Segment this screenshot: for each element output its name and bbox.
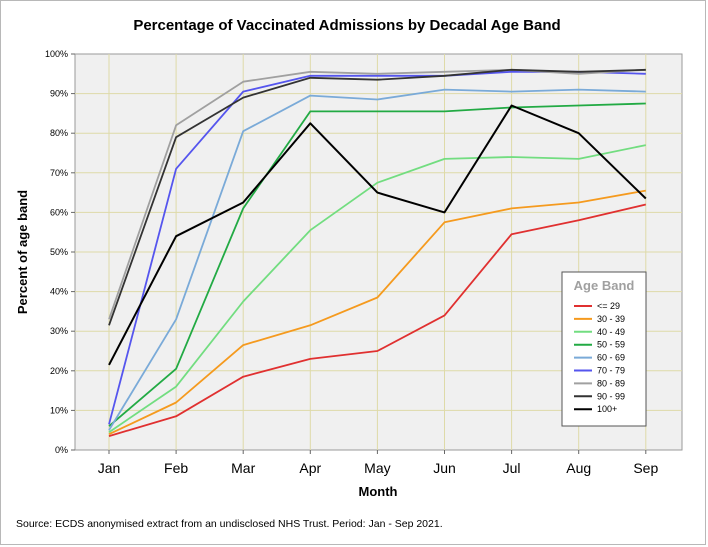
y-tick-label: 60% [50, 207, 68, 217]
x-axis-ticks: Jan Feb Mar Apr May Jun Jul Aug Sep [98, 450, 658, 476]
chart-title: Percentage of Vaccinated Admissions by D… [133, 17, 560, 34]
gridlines [75, 54, 682, 450]
legend-label: 70 - 79 [597, 366, 625, 376]
series-line-60-69 [108, 88, 646, 431]
y-tick-label: 0% [55, 445, 68, 455]
source-note: Source: ECDS anonymised extract from an … [16, 518, 443, 530]
y-tick-label: 70% [50, 168, 68, 178]
series-line-50-59 [108, 102, 646, 427]
series-line--29 [108, 203, 647, 437]
y-axis-ticks: 0% 10% 20% 30% 40% 50% 60% 70% 80% 90% 100% [45, 49, 75, 455]
x-tick-label: Aug [566, 460, 591, 476]
legend-label: 80 - 89 [597, 378, 625, 388]
legend-label: 90 - 99 [597, 391, 625, 401]
series-line-80-89 [108, 68, 646, 320]
series-line-30-39 [108, 189, 646, 436]
x-tick-label: May [364, 460, 390, 476]
x-tick-label: Jan [98, 460, 121, 476]
legend-label: 30 - 39 [597, 314, 625, 324]
y-tick-label: 30% [50, 326, 68, 336]
y-axis-label: Percent of age band [15, 190, 30, 314]
x-tick-label: Mar [231, 460, 255, 476]
legend-items: <= 29 30 - 39 40 - 49 50 - 59 60 - 69 70 - 79… [574, 301, 625, 414]
legend: Age Band <= 29 30 - 39 40 - 49 50 - 59 60 - … [561, 271, 647, 427]
y-tick-label: 20% [50, 366, 68, 376]
y-tick-label: 90% [50, 89, 68, 99]
x-tick-label: Apr [299, 460, 321, 476]
series-line-40-49 [108, 144, 646, 433]
y-tick-label: 100% [45, 49, 68, 59]
legend-label: <= 29 [597, 301, 620, 311]
y-tick-label: 50% [50, 247, 68, 257]
legend-label: 60 - 69 [597, 353, 625, 363]
x-axis-label: Month [359, 484, 398, 499]
y-tick-label: 10% [50, 405, 68, 415]
x-tick-label: Jul [503, 460, 521, 476]
y-tick-label: 80% [50, 128, 68, 138]
legend-label: 100+ [597, 404, 617, 414]
series-line-100- [108, 104, 647, 366]
y-tick-label: 40% [50, 287, 68, 297]
legend-box [561, 271, 647, 427]
x-tick-label: Feb [164, 460, 188, 476]
legend-label: 40 - 49 [597, 327, 625, 337]
legend-title: Age Band [574, 278, 635, 293]
x-tick-label: Sep [633, 460, 658, 476]
x-tick-label: Jun [433, 460, 456, 476]
series-line-90-99 [108, 68, 646, 326]
legend-label: 50 - 59 [597, 340, 625, 350]
series-lines [108, 68, 647, 437]
